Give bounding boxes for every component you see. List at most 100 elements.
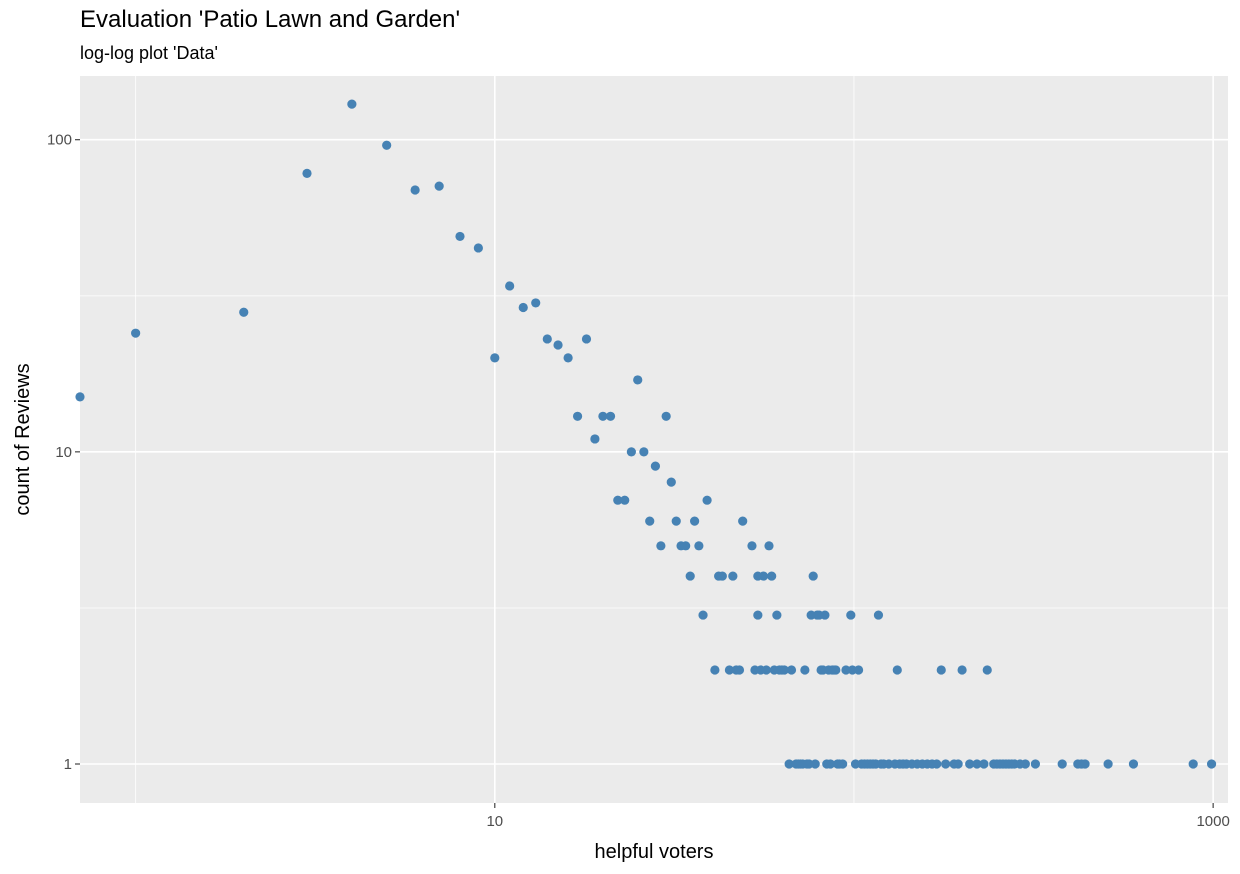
data-point [1128,759,1139,769]
data-point [563,353,573,363]
data-point [779,665,789,675]
x-axis-title: helpful voters [595,841,714,863]
data-point [239,307,249,317]
data-point [598,411,608,421]
data-point [572,411,583,421]
chart-subtitle: log-log plot 'Data' [80,43,218,63]
plot-panel [80,76,1228,803]
data-point [761,665,771,675]
data-point [581,334,592,344]
data-point [710,665,720,675]
data-point [853,665,864,675]
data-point [758,571,769,581]
data-point [410,185,420,195]
data-point [661,411,671,421]
data-point [772,610,782,620]
data-point [825,759,836,769]
data-point [75,392,85,402]
data-point [434,181,444,191]
data-point [131,328,141,338]
data-point [620,495,630,505]
data-point [685,571,695,581]
y-tick-label: 100 [47,132,72,149]
data-point [690,516,700,526]
data-point [626,447,636,457]
data-point [1030,759,1040,769]
data-point [841,665,851,675]
data-point [650,461,661,471]
data-point [382,140,392,150]
data-point [698,610,708,620]
data-point [633,375,643,385]
data-point [645,516,655,526]
data-point [1103,759,1113,769]
data-point [892,665,902,675]
data-point [671,516,681,526]
data-point [1057,759,1067,769]
data-point [953,759,963,769]
data-point [838,759,848,769]
minor-grid [80,76,1228,803]
data-point [932,759,942,769]
y-axis-title: count of Reviews [12,363,34,515]
data-point [681,541,691,551]
data-point [1188,759,1198,769]
data-point [982,665,992,675]
data-point [505,281,515,291]
data-point [717,571,727,581]
data-point [808,571,818,581]
data-point [455,231,465,242]
data-points [75,99,1217,769]
y-tick-label: 1 [64,756,72,773]
data-point [738,516,748,526]
data-point [979,759,989,769]
data-point [784,759,794,769]
data-point [820,610,830,620]
data-point [639,447,649,457]
data-point [531,298,541,308]
x-tick-label: 1000 [1196,813,1229,830]
data-point [965,759,975,769]
data-point [936,665,946,675]
data-point [542,334,552,344]
data-point [656,541,666,551]
data-point [1206,759,1217,769]
data-point [473,243,483,253]
data-point [605,411,616,421]
data-point [553,340,563,350]
data-point [702,495,712,505]
data-point [724,665,735,675]
data-point [347,99,357,109]
data-point [753,610,763,620]
data-point [800,665,810,675]
data-point [873,610,884,620]
x-tick-label: 10 [486,813,503,830]
data-point [518,302,528,313]
data-point [590,434,600,444]
data-point [786,665,797,675]
data-point [613,495,623,505]
data-point [728,571,738,581]
data-point [694,541,704,551]
data-point [764,541,774,551]
data-point [767,571,777,581]
data-point [666,477,676,487]
major-grid [80,76,1228,803]
data-point [747,541,757,551]
data-point [810,759,820,769]
y-axis: 1 10 100 [47,132,80,773]
data-point [972,759,982,769]
data-point [490,353,500,363]
data-point [302,168,312,178]
data-point [1080,759,1090,769]
data-point [846,610,856,620]
data-point [957,665,967,675]
data-point [941,759,951,769]
data-point [831,665,841,675]
chart-title: Evaluation 'Patio Lawn and Garden' [80,6,461,33]
data-point [734,665,745,675]
data-point [1020,759,1030,769]
x-axis: 10 1000 [486,803,1230,830]
y-tick-label: 10 [55,444,72,461]
